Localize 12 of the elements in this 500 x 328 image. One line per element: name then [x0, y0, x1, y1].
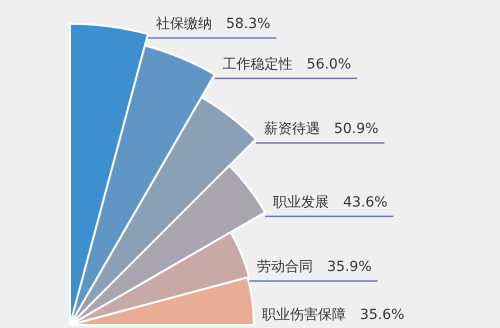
data-label: 56.0% [306, 56, 352, 72]
category-label: 工作稳定性 [222, 56, 293, 72]
data-label: 58.3% [226, 16, 270, 32]
data-label: 35.6% [360, 307, 404, 323]
category-label: 职业伤害保障 [262, 307, 346, 323]
data-label: 50.9% [334, 121, 378, 138]
category-label: 薪资待遇 [264, 121, 320, 138]
data-label: 43.6% [343, 194, 388, 210]
category-label: 劳动合同 [257, 258, 314, 275]
data-label: 35.9% [327, 258, 372, 275]
category-label: 社保缴纳 [156, 16, 212, 32]
category-label: 职业发展 [273, 194, 330, 210]
